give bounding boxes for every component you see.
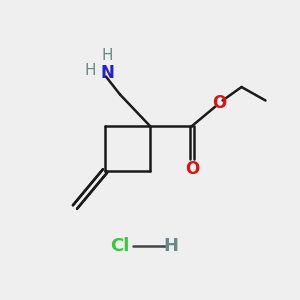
- Text: H: H: [164, 237, 178, 255]
- Text: Cl: Cl: [110, 237, 130, 255]
- Text: O: O: [212, 94, 226, 112]
- Text: N: N: [100, 64, 114, 82]
- Text: H: H: [84, 63, 96, 78]
- Text: O: O: [185, 160, 199, 178]
- Text: H: H: [101, 48, 113, 63]
